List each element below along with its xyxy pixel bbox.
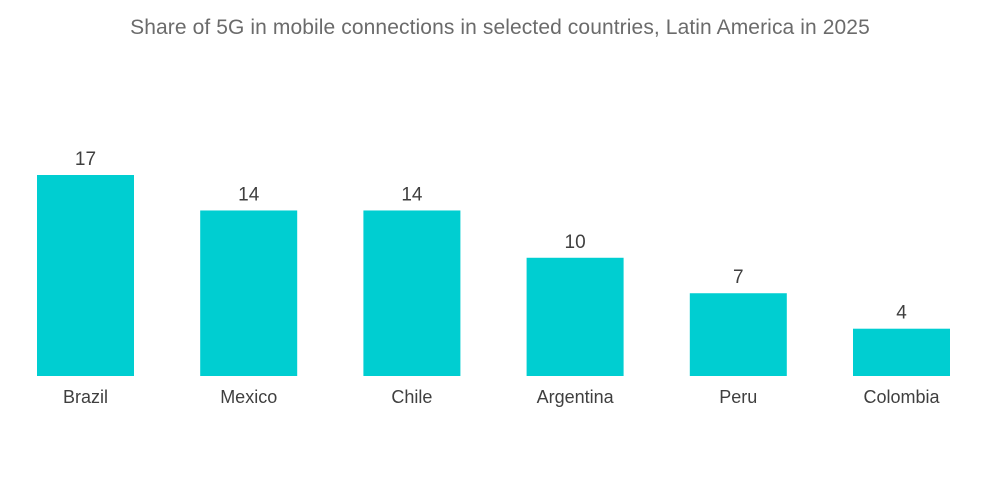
chart-title: Share of 5G in mobile connections in sel… [130, 16, 870, 39]
category-label-colombia: Colombia [863, 387, 940, 407]
data-label-chile: 14 [401, 184, 423, 205]
data-label-mexico: 14 [238, 184, 260, 205]
data-label-colombia: 4 [896, 303, 907, 324]
category-label-chile: Chile [391, 387, 432, 407]
category-label-argentina: Argentina [537, 387, 615, 407]
data-label-brazil: 17 [75, 149, 96, 170]
data-label-argentina: 10 [565, 232, 586, 253]
category-label-brazil: Brazil [63, 387, 108, 407]
bar-chile [363, 210, 461, 376]
category-label-mexico: Mexico [220, 387, 277, 407]
data-label-peru: 7 [733, 267, 744, 288]
category-label-peru: Peru [719, 387, 757, 407]
bar-mexico [200, 210, 298, 376]
bar-brazil [37, 175, 134, 376]
bar-peru [689, 293, 787, 376]
bar-argentina [526, 257, 624, 376]
bar-colombia [853, 328, 950, 376]
